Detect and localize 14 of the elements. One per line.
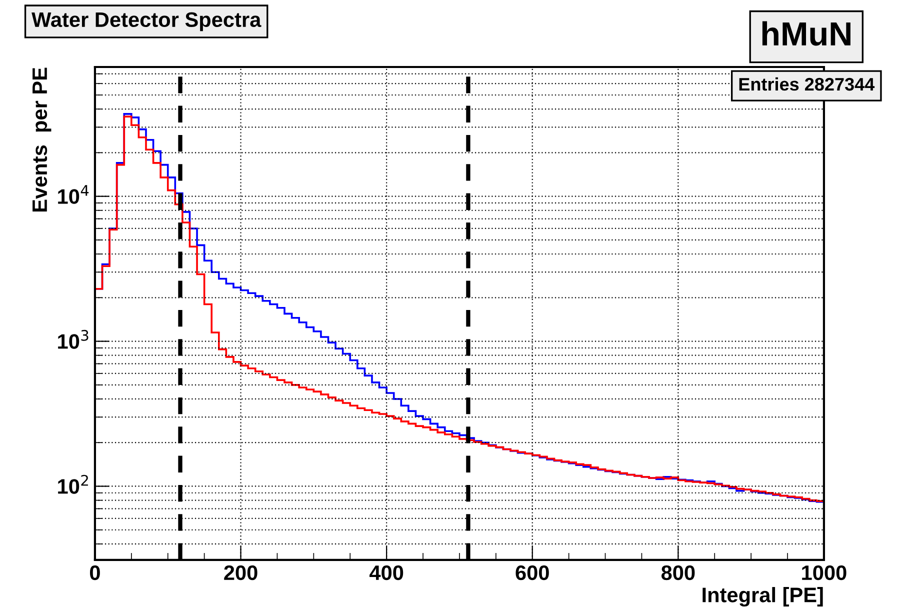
x-tick-label: 1000	[802, 565, 846, 580]
x-tick-label: 0	[90, 565, 100, 580]
x-axis-title: Integral [PE]	[702, 587, 823, 607]
annotation: Entries 2827344	[739, 77, 875, 91]
y-tick-label: 10$^{3}$	[58, 330, 88, 349]
x-tick-label: 200	[224, 565, 258, 580]
x-tick-label: 800	[661, 565, 695, 580]
y-tick-label: 10$^{4}$	[58, 185, 89, 204]
y-tick-label: 10$^{2}$	[58, 474, 88, 494]
y-axis-title: Events per PE	[32, 68, 52, 212]
text: hMuN	[762, 21, 850, 46]
chart-title: Water Detector Spectra	[32, 12, 262, 32]
x-tick-label: 600	[516, 565, 549, 580]
x-tick-label: 400	[370, 565, 404, 580]
